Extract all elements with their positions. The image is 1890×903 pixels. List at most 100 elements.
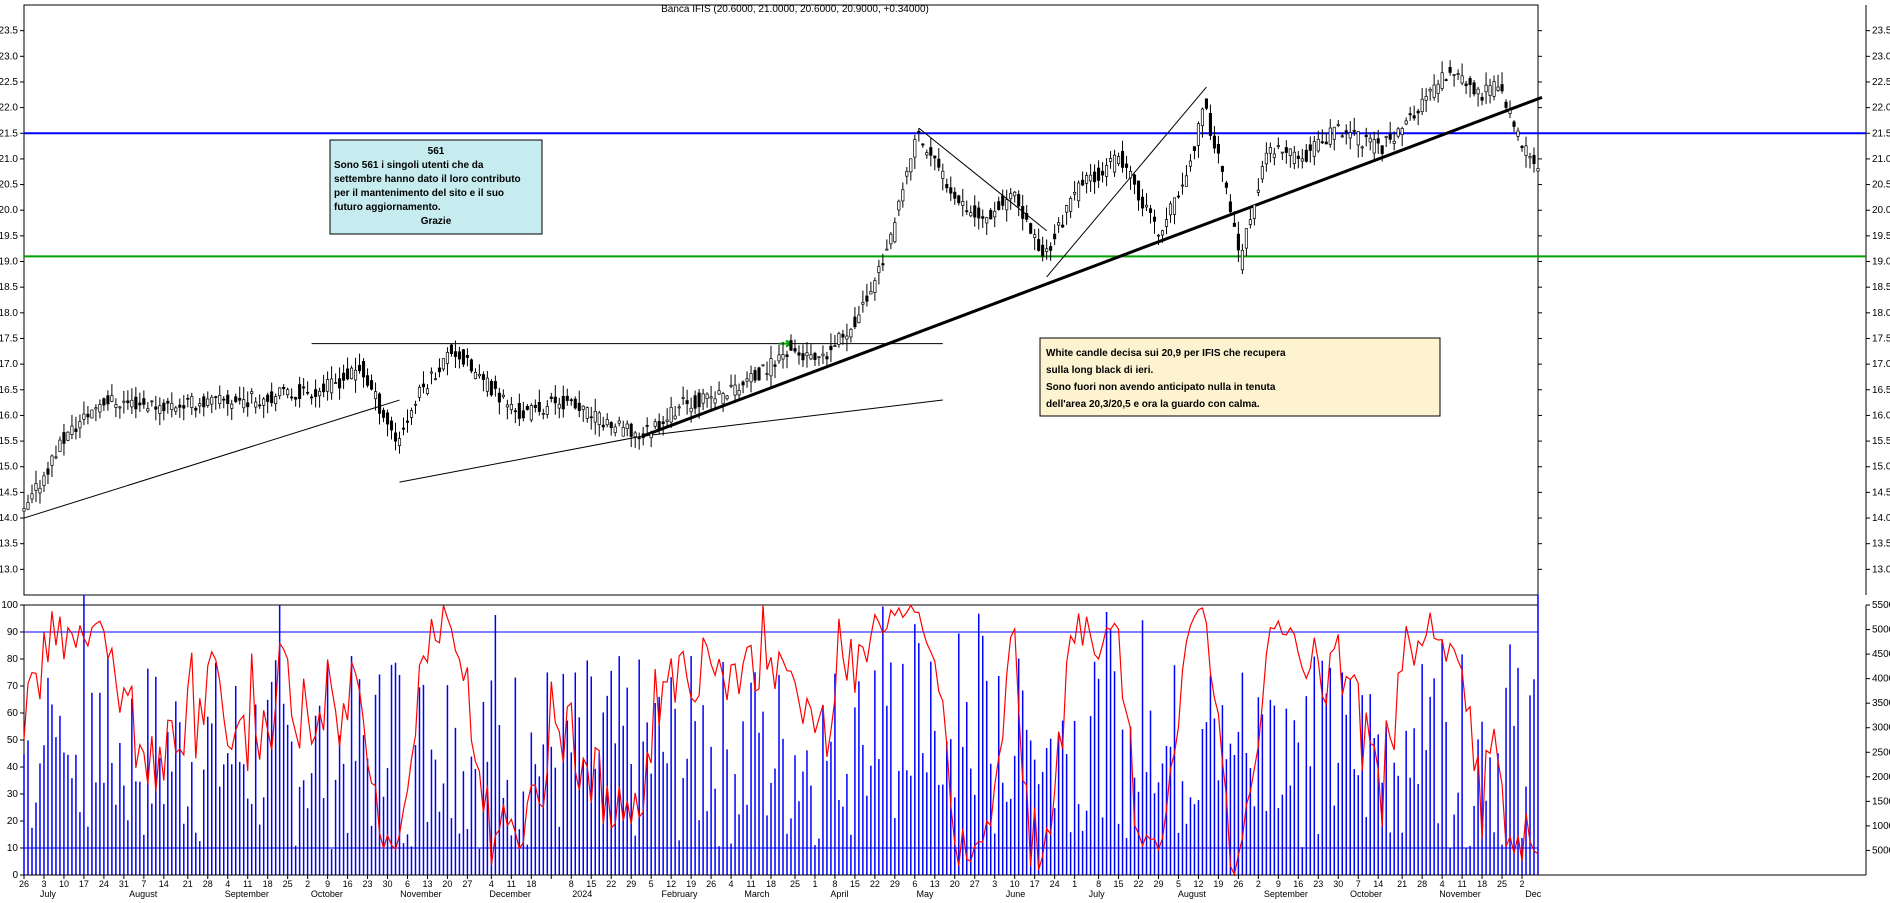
svg-text:19: 19 [1213,879,1223,889]
svg-text:June: June [1006,889,1026,899]
svg-text:21.0: 21.0 [1872,154,1890,165]
svg-text:29: 29 [626,879,636,889]
svg-text:100: 100 [1,600,18,611]
svg-text:1: 1 [812,879,817,889]
svg-text:29: 29 [890,879,900,889]
svg-text:per il mantenimento del sito e: per il mantenimento del sito e il suo [334,188,504,199]
svg-text:August: August [129,889,158,899]
svg-text:20: 20 [7,816,19,827]
svg-text:13.0: 13.0 [0,564,18,575]
svg-text:White candle decisa sui 20,9 p: White candle decisa sui 20,9 per IFIS ch… [1046,348,1286,359]
svg-text:20.0: 20.0 [1872,205,1890,216]
svg-text:5000: 5000 [1872,845,1890,856]
svg-text:17: 17 [79,879,89,889]
svg-text:13: 13 [930,879,940,889]
svg-text:16.0: 16.0 [0,410,18,421]
svg-text:561: 561 [428,146,445,157]
svg-text:23: 23 [363,879,373,889]
svg-text:20000: 20000 [1872,772,1890,783]
svg-text:5: 5 [1176,879,1181,889]
svg-text:10: 10 [7,843,19,854]
svg-text:13.0: 13.0 [1872,564,1890,575]
svg-text:1: 1 [1072,879,1077,889]
svg-text:May: May [916,889,934,899]
svg-text:July: July [40,889,57,899]
svg-text:24: 24 [99,879,109,889]
svg-text:21.0: 21.0 [0,154,18,165]
svg-text:4: 4 [225,879,230,889]
svg-text:5: 5 [649,879,654,889]
svg-text:35000: 35000 [1872,698,1890,709]
svg-text:23.5: 23.5 [0,26,18,37]
svg-text:15: 15 [1114,879,1124,889]
svg-text:4: 4 [1440,879,1445,889]
svg-text:30: 30 [7,789,19,800]
svg-text:29: 29 [1153,879,1163,889]
svg-text:50: 50 [7,735,19,746]
svg-text:10: 10 [59,879,69,889]
svg-text:45000: 45000 [1872,649,1890,660]
svg-text:25: 25 [790,879,800,889]
svg-text:September: September [1264,889,1308,899]
svg-text:28: 28 [203,879,213,889]
svg-text:17.5: 17.5 [1872,333,1890,344]
svg-text:9: 9 [325,879,330,889]
svg-text:17: 17 [1030,879,1040,889]
svg-text:15.0: 15.0 [0,462,18,473]
svg-text:futuro aggiornamento.: futuro aggiornamento. [334,202,441,213]
svg-text:4: 4 [489,879,494,889]
svg-text:22.5: 22.5 [0,77,18,88]
svg-text:October: October [311,889,343,899]
svg-text:26: 26 [706,879,716,889]
svg-text:13.5: 13.5 [1872,539,1890,550]
svg-text:October: October [1350,889,1382,899]
svg-text:20.5: 20.5 [0,180,18,191]
svg-text:18.0: 18.0 [1872,308,1890,319]
svg-text:30: 30 [383,879,393,889]
svg-text:December: December [489,889,531,899]
svg-text:8: 8 [1096,879,1101,889]
svg-text:16.0: 16.0 [1872,410,1890,421]
svg-text:September: September [225,889,269,899]
svg-text:Sono 561 i singoli utenti che: Sono 561 i singoli utenti che da [334,160,484,171]
svg-text:22.0: 22.0 [0,103,18,114]
svg-text:18: 18 [526,879,536,889]
svg-text:0: 0 [12,870,18,881]
svg-text:18: 18 [1477,879,1487,889]
svg-text:20.5: 20.5 [1872,180,1890,191]
svg-text:14.0: 14.0 [0,513,18,524]
svg-text:dell'area 20,3/20,5 e ora la g: dell'area 20,3/20,5 e ora la guardo con … [1046,399,1260,410]
svg-text:15.5: 15.5 [1872,436,1890,447]
svg-text:14.0: 14.0 [1872,513,1890,524]
svg-text:14.5: 14.5 [1872,487,1890,498]
svg-text:Sono fuori non avendo anticipa: Sono fuori non avendo anticipato nulla i… [1046,382,1276,393]
svg-text:8: 8 [832,879,837,889]
svg-text:sulla long black di ieri.: sulla long black di ieri. [1046,365,1153,376]
svg-text:July: July [1089,889,1106,899]
svg-text:55000: 55000 [1872,600,1890,611]
svg-text:10: 10 [1010,879,1020,889]
svg-text:30000: 30000 [1872,723,1890,734]
svg-text:19.5: 19.5 [1872,231,1890,242]
svg-text:23.0: 23.0 [1872,51,1890,62]
svg-text:18.0: 18.0 [0,308,18,319]
svg-text:27: 27 [970,879,980,889]
svg-text:13: 13 [422,879,432,889]
chart-svg: 13.013.013.513.514.014.014.514.515.015.0… [0,0,1890,903]
svg-text:15.5: 15.5 [0,436,18,447]
svg-text:March: March [744,889,769,899]
svg-text:22.5: 22.5 [1872,77,1890,88]
svg-text:16.5: 16.5 [1872,385,1890,396]
svg-text:August: August [1178,889,1207,899]
svg-text:7: 7 [141,879,146,889]
svg-text:30: 30 [1333,879,1343,889]
svg-text:80: 80 [7,654,19,665]
svg-text:26: 26 [1233,879,1243,889]
svg-text:17.0: 17.0 [0,359,18,370]
svg-text:11: 11 [746,879,755,889]
svg-text:40: 40 [7,762,19,773]
svg-text:22: 22 [870,879,880,889]
svg-text:13.5: 13.5 [0,539,18,550]
svg-text:2024: 2024 [572,889,592,899]
svg-text:22: 22 [606,879,616,889]
